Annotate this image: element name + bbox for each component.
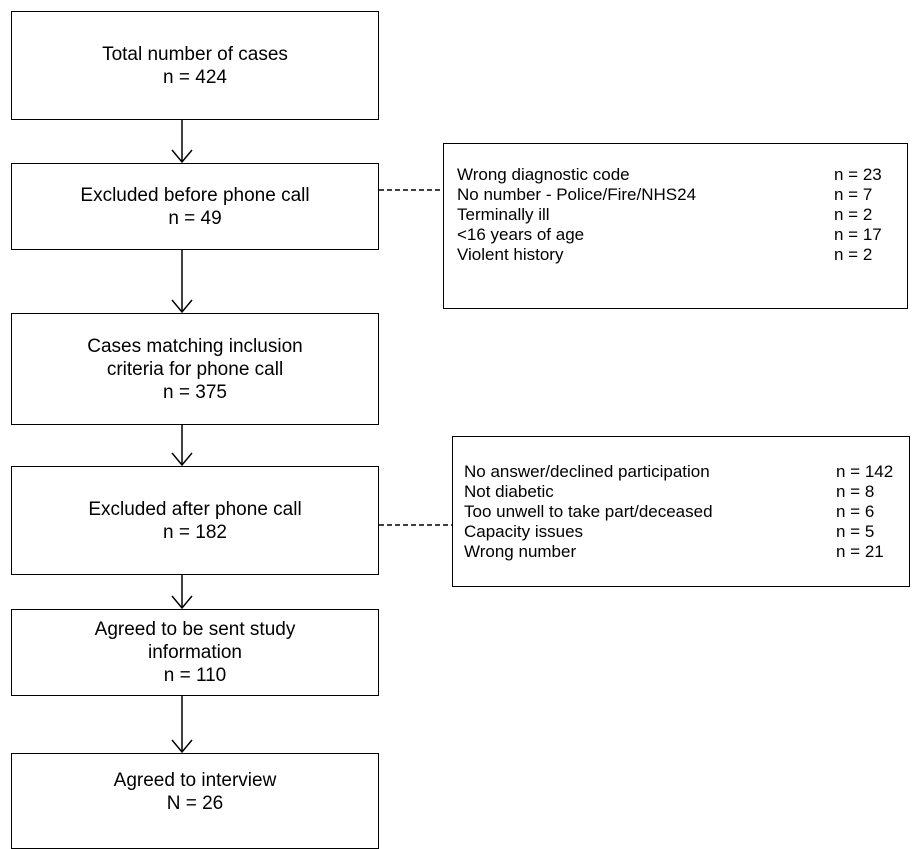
arrow-4 <box>171 575 193 610</box>
step-inclusion-criteria-title-1: Cases matching inclusion <box>87 335 303 357</box>
exclusion-row: No answer/declined participation n = 142 <box>464 462 909 482</box>
step-sent-information-title-2: information <box>148 642 242 663</box>
exclusion-row: Violent history n = 2 <box>457 245 907 265</box>
exclusion-count: n = 5 <box>836 522 875 541</box>
exclusion-reason: Violent history <box>457 245 564 264</box>
step-excluded-before-call-count: n = 49 <box>168 207 222 229</box>
exclusion-reason: <16 years of age <box>457 225 585 244</box>
arrow-3 <box>171 425 193 467</box>
arrow-5 <box>171 696 193 754</box>
exclusion-reason: Not diabetic <box>464 482 554 501</box>
exclusions-after-call-box: No answer/declined participation n = 142… <box>452 436 910 587</box>
exclusion-row: Capacity issues n = 5 <box>464 522 909 542</box>
step-agreed-interview-title: Agreed to interview <box>113 770 277 791</box>
exclusion-row: <16 years of age n = 17 <box>457 225 907 245</box>
arrow-2 <box>171 250 193 314</box>
exclusion-row: Terminally ill n = 2 <box>457 205 907 225</box>
exclusion-row: Not diabetic n = 8 <box>464 482 909 502</box>
exclusion-row: Too unwell to take part/deceased n = 6 <box>464 502 909 522</box>
exclusion-count: n = 2 <box>834 245 873 264</box>
step-inclusion-criteria-count: n = 375 <box>163 381 227 403</box>
exclusion-count: n = 23 <box>834 165 882 184</box>
step-excluded-after-call-count: n = 182 <box>163 521 227 543</box>
exclusion-count: n = 6 <box>836 502 875 521</box>
step-excluded-after-call-title: Excluded after phone call <box>88 498 302 520</box>
arrow-1 <box>171 120 193 164</box>
exclusions-before-call-box: Wrong diagnostic code n = 23 No number -… <box>443 143 908 309</box>
step-inclusion-criteria: Cases matching inclusion criteria for ph… <box>11 313 379 425</box>
step-excluded-before-call-title: Excluded before phone call <box>80 184 310 206</box>
exclusion-count: n = 17 <box>834 225 882 244</box>
exclusion-count: n = 8 <box>836 482 875 501</box>
exclusion-row: No number - Police/Fire/NHS24 n = 7 <box>457 185 907 205</box>
step-sent-information-title-1: Agreed to be sent study <box>94 619 296 640</box>
exclusion-row: Wrong number n = 21 <box>464 542 909 562</box>
exclusion-reason: No answer/declined participation <box>464 462 710 481</box>
step-sent-information: Agreed to be sent study information n = … <box>11 609 379 696</box>
step-total-cases: Total number of cases n = 424 <box>11 11 379 120</box>
exclusion-count: n = 21 <box>836 542 884 561</box>
step-excluded-after-call: Excluded after phone call n = 182 <box>11 466 379 575</box>
step-sent-information-count: n = 110 <box>163 665 227 686</box>
step-total-cases-count: n = 424 <box>163 66 227 88</box>
step-total-cases-title: Total number of cases <box>102 43 288 65</box>
step-agreed-interview-count: N = 26 <box>166 793 224 814</box>
exclusion-reason: Too unwell to take part/deceased <box>464 502 713 521</box>
exclusion-reason: Terminally ill <box>457 205 550 224</box>
exclusion-count: n = 2 <box>834 205 873 224</box>
exclusion-reason: Wrong number <box>464 542 577 561</box>
exclusion-reason: No number - Police/Fire/NHS24 <box>457 185 697 204</box>
exclusion-reason: Wrong diagnostic code <box>457 165 630 184</box>
exclusion-count: n = 142 <box>836 462 894 481</box>
exclusion-row: Wrong diagnostic code n = 23 <box>457 165 907 185</box>
step-excluded-before-call: Excluded before phone call n = 49 <box>11 163 379 250</box>
exclusion-count: n = 7 <box>834 185 873 204</box>
step-inclusion-criteria-title-2: criteria for phone call <box>106 358 284 380</box>
exclusion-reason: Capacity issues <box>464 522 584 541</box>
step-agreed-interview: Agreed to interview N = 26 <box>11 753 379 849</box>
